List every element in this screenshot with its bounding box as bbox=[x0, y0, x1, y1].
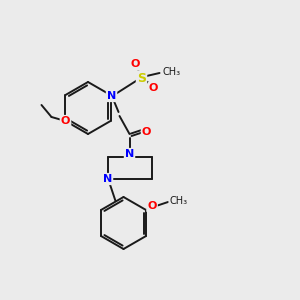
Text: N: N bbox=[103, 174, 112, 184]
Text: O: O bbox=[147, 201, 157, 211]
Text: O: O bbox=[149, 83, 158, 93]
Text: CH₃: CH₃ bbox=[169, 196, 187, 206]
Text: O: O bbox=[142, 127, 151, 137]
Text: N: N bbox=[107, 91, 116, 101]
Text: O: O bbox=[61, 116, 70, 126]
Text: O: O bbox=[131, 59, 140, 69]
Text: CH₃: CH₃ bbox=[163, 67, 181, 77]
Text: N: N bbox=[125, 149, 134, 159]
Text: S: S bbox=[137, 71, 146, 85]
